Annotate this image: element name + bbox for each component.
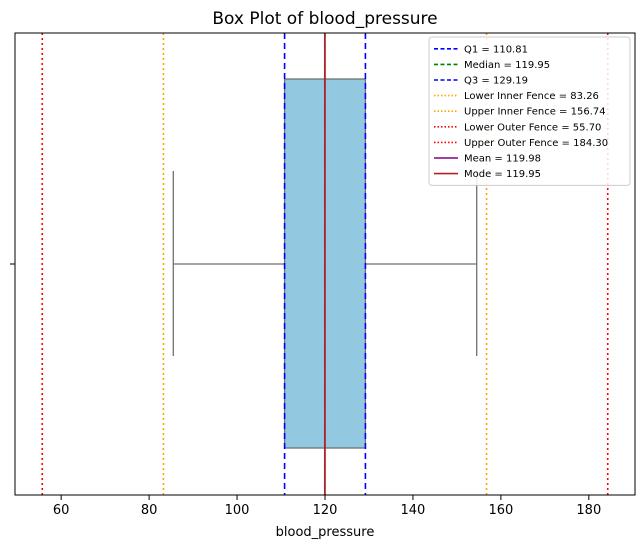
legend-label-3: Lower Inner Fence = 83.26 bbox=[464, 91, 599, 102]
plot-frame bbox=[14, 32, 636, 496]
x-tick-label-120: 120 bbox=[313, 503, 338, 518]
legend-label-7: Mean = 119.98 bbox=[464, 154, 541, 165]
legend: Q1 = 110.81 Median = 119.95 Q3 = 129.19 Low… bbox=[428, 36, 631, 186]
legend-label-1: Median = 119.95 bbox=[464, 60, 550, 71]
legend-label-5: Lower Outer Fence = 55.70 bbox=[464, 122, 601, 133]
legend-label-8: Mode = 119.95 bbox=[464, 169, 541, 180]
x-axis-label: blood_pressure bbox=[276, 525, 375, 540]
legend-label-4: Upper Inner Fence = 156.74 bbox=[464, 107, 606, 118]
x-tick-label-180: 180 bbox=[576, 503, 601, 518]
legend-label-6: Upper Outer Fence = 184.30 bbox=[464, 138, 608, 149]
x-tick-label-160: 160 bbox=[488, 503, 513, 518]
x-tick-label-100: 100 bbox=[225, 503, 250, 518]
legend-label-2: Q3 = 129.19 bbox=[464, 76, 528, 87]
x-axis: 60 80 100 120 140 160 180 bbox=[10, 263, 601, 518]
legend-label-0: Q1 = 110.81 bbox=[464, 44, 528, 55]
x-tick-label-140: 140 bbox=[401, 503, 426, 518]
chart-title: Box Plot of blood_pressure bbox=[212, 9, 437, 29]
x-tick-label-60: 60 bbox=[53, 503, 70, 518]
legend-box bbox=[428, 36, 631, 186]
x-tick-label-80: 80 bbox=[141, 503, 158, 518]
